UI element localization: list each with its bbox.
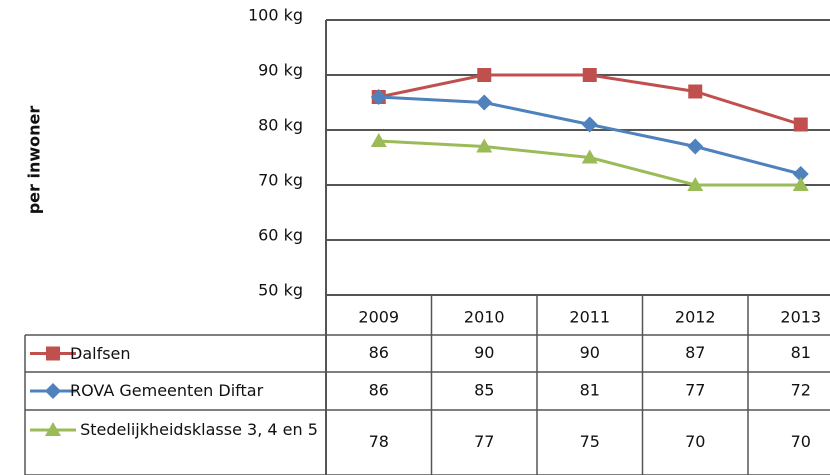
table-value: 86 bbox=[369, 381, 389, 400]
marker bbox=[687, 177, 704, 191]
marker bbox=[792, 166, 809, 182]
y-tick-label: 80 kg bbox=[258, 116, 303, 135]
marker bbox=[581, 149, 598, 164]
table-value: 90 bbox=[474, 343, 494, 362]
y-tick-label: 50 kg bbox=[258, 281, 303, 300]
y-tick-label: 90 kg bbox=[258, 61, 303, 80]
legend-entry: Stedelijkheidsklasse 3, 4 en 5 bbox=[80, 420, 318, 439]
x-tick-label: 2012 bbox=[675, 308, 716, 327]
legend-entry: Dalfsen bbox=[70, 343, 131, 363]
marker bbox=[688, 84, 703, 99]
table-value: 75 bbox=[580, 432, 600, 451]
marker bbox=[476, 94, 493, 111]
marker bbox=[370, 89, 387, 105]
x-tick-label: 2011 bbox=[569, 308, 610, 327]
table-value: 77 bbox=[685, 381, 705, 400]
y-tick-label: 100 kg bbox=[248, 6, 303, 25]
table-value: 85 bbox=[474, 381, 494, 400]
table-value: 90 bbox=[580, 343, 600, 362]
marker bbox=[792, 177, 809, 191]
legend-label: Stedelijkheidsklasse 3, 4 en 5 bbox=[80, 420, 318, 439]
table-value: 87 bbox=[685, 343, 705, 362]
marker bbox=[582, 68, 597, 82]
table-value: 70 bbox=[791, 432, 811, 451]
x-tick-label: 2010 bbox=[464, 308, 505, 327]
table-value: 72 bbox=[791, 381, 811, 400]
table-value: 78 bbox=[369, 432, 389, 451]
y-tick-label: 70 kg bbox=[258, 171, 303, 190]
legend-label: ROVA Gemeenten Diftar bbox=[70, 381, 264, 400]
y-tick-label: 60 kg bbox=[258, 226, 303, 245]
marker bbox=[687, 138, 704, 155]
marker bbox=[477, 68, 492, 82]
x-tick-label: 2013 bbox=[780, 308, 821, 327]
marker bbox=[370, 133, 387, 147]
marker bbox=[793, 117, 808, 132]
legend-entry: ROVA Gemeenten Diftar bbox=[70, 381, 264, 400]
table-value: 81 bbox=[791, 343, 811, 362]
y-axis-label: per inwoner bbox=[25, 106, 44, 215]
x-tick-label: 2009 bbox=[358, 308, 399, 327]
marker bbox=[581, 116, 598, 133]
legend-label: Dalfsen bbox=[70, 343, 131, 363]
table-value: 86 bbox=[369, 343, 389, 362]
marker bbox=[476, 138, 493, 153]
marker bbox=[45, 383, 61, 399]
marker bbox=[45, 422, 61, 436]
table-value: 81 bbox=[580, 381, 600, 400]
table-value: 77 bbox=[474, 432, 494, 451]
table-value: 70 bbox=[685, 432, 705, 451]
marker bbox=[46, 346, 60, 361]
